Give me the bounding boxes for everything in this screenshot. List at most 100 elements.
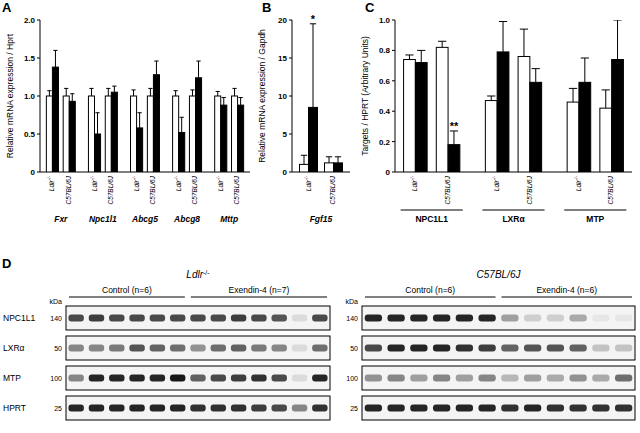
error-bar (523, 29, 524, 56)
y-axis-title: Relative mRNA expression / Gapdh (257, 29, 267, 163)
group-label: MTP (586, 214, 604, 224)
y-tick-label: 10 (278, 92, 287, 101)
band (501, 375, 518, 382)
group-label: Mttp (220, 214, 238, 224)
unit-label: kDa (50, 298, 63, 305)
band (524, 315, 541, 322)
band (524, 405, 541, 412)
band (433, 315, 450, 322)
category-label: C57BL/6J (329, 175, 336, 204)
error-bar (175, 91, 176, 96)
error-bar (240, 98, 241, 106)
band (433, 405, 450, 412)
band (272, 405, 287, 412)
y-tick (37, 20, 40, 21)
error-bar (97, 113, 98, 134)
bar (189, 96, 195, 172)
band (456, 345, 473, 352)
y-tick (37, 58, 40, 59)
error-cap (602, 89, 610, 90)
band (410, 375, 427, 382)
band (547, 405, 564, 412)
band (272, 345, 287, 352)
band (251, 405, 266, 412)
band (129, 315, 144, 322)
bar (69, 101, 75, 172)
band (478, 345, 495, 352)
error-bar (421, 50, 422, 62)
error-bar (503, 22, 504, 52)
y-tick-label: 0.8 (379, 46, 391, 55)
group-label: Abcg5 (131, 214, 158, 224)
significance: * (311, 13, 316, 25)
marker-label: 140 (50, 315, 62, 322)
band (231, 345, 246, 352)
blot-group-line (502, 297, 633, 298)
blot-strip (66, 306, 330, 330)
error-cap (301, 155, 307, 156)
band (211, 345, 226, 352)
group-line (564, 210, 626, 211)
band (272, 315, 287, 322)
blot-strip (66, 396, 330, 420)
error-cap (499, 21, 507, 22)
band (312, 375, 327, 382)
panel-label: C (365, 0, 375, 15)
bar (300, 164, 309, 172)
blot-title: C57BL/6J (477, 269, 522, 280)
category-label: Ldlr-/- (303, 176, 311, 192)
bar (530, 82, 542, 172)
y-tick-label: 0.6 (379, 77, 391, 86)
error-cap (95, 112, 99, 113)
band (501, 405, 518, 412)
bar (88, 96, 94, 172)
category-label: Ldlr-/- (131, 176, 139, 192)
band (592, 405, 609, 412)
band (365, 375, 382, 382)
error-bar (573, 88, 574, 102)
error-bar (114, 86, 115, 92)
y-tick (392, 141, 395, 142)
y-tick-label: 0 (386, 168, 391, 177)
error-cap (112, 86, 116, 87)
category-label: C57BL/6J (191, 175, 198, 204)
error-bar (453, 131, 454, 145)
band (89, 315, 104, 322)
error-cap (222, 97, 226, 98)
blot-group-label: Control (n=6) (405, 285, 455, 295)
y-tick (289, 134, 292, 135)
y-tick (392, 50, 395, 51)
band (387, 375, 404, 382)
blot-group-label: Exendin-4 (n=7) (229, 285, 290, 295)
category-label: C57BL/6J (149, 175, 156, 204)
y-tick (37, 96, 40, 97)
error-bar (535, 69, 536, 83)
error-bar (304, 155, 305, 164)
band (150, 345, 165, 352)
figure: ARelative mRNA expression / Hprt00.51.01… (0, 0, 640, 433)
band (170, 315, 185, 322)
category-label: C57BL/6J (65, 175, 72, 204)
y-tick (392, 172, 395, 173)
band (501, 345, 518, 352)
band (89, 405, 104, 412)
bar (173, 96, 179, 172)
group-label: Fgf15 (310, 214, 333, 224)
error-cap (180, 117, 184, 118)
band (109, 375, 124, 382)
error-cap (532, 68, 540, 69)
band (615, 345, 632, 352)
band (190, 375, 205, 382)
y-tick-label: 1.0 (379, 16, 391, 25)
group-label: Fxr (54, 214, 68, 224)
panel-label: D (2, 256, 11, 271)
category-label: Ldlr-/- (47, 176, 55, 192)
band (387, 315, 404, 322)
bar (111, 92, 117, 172)
band (68, 345, 83, 352)
band (478, 315, 495, 322)
group-line (482, 210, 544, 211)
band (592, 315, 609, 322)
panel-label: B (262, 0, 271, 15)
blot-strip (362, 306, 635, 330)
